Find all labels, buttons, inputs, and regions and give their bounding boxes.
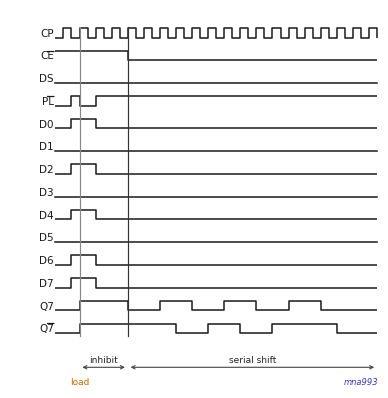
- Text: Q7: Q7: [39, 302, 54, 312]
- Text: inhibit: inhibit: [89, 357, 118, 365]
- Text: DS: DS: [39, 74, 54, 84]
- Text: mna993: mna993: [344, 378, 379, 386]
- Text: D3: D3: [39, 188, 54, 198]
- Text: D2: D2: [39, 165, 54, 175]
- Text: Q7: Q7: [39, 324, 54, 334]
- Text: CE: CE: [40, 51, 54, 61]
- Text: PL: PL: [42, 97, 54, 107]
- Text: serial shift: serial shift: [229, 357, 276, 365]
- Text: D0: D0: [39, 120, 54, 130]
- Text: D6: D6: [39, 256, 54, 266]
- Text: load: load: [70, 378, 89, 386]
- Text: D7: D7: [39, 279, 54, 289]
- Text: D5: D5: [39, 233, 54, 244]
- Text: CP: CP: [40, 29, 54, 39]
- Text: D4: D4: [39, 211, 54, 220]
- Text: D1: D1: [39, 142, 54, 152]
